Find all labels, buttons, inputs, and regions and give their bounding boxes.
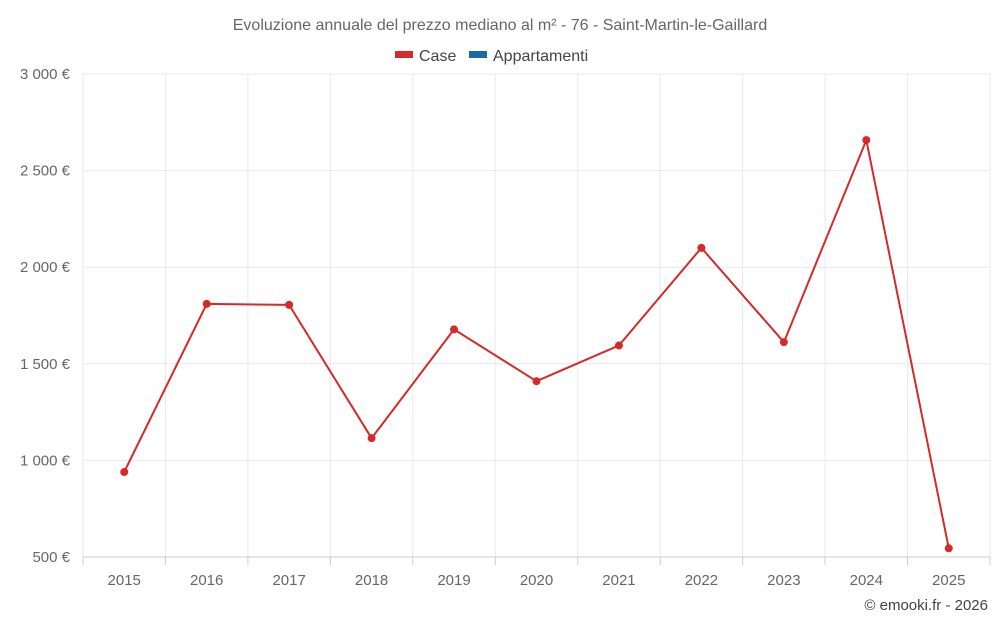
x-tick-label: 2016: [190, 572, 223, 589]
legend-item-case[interactable]: Case: [395, 48, 456, 65]
legend: Case Appartamenti: [395, 48, 588, 65]
y-tick-label: 3 000 €: [20, 66, 71, 83]
legend-swatch-appartamenti: [469, 51, 487, 58]
x-tick-label: 2017: [272, 572, 305, 589]
x-tick-label: 2023: [767, 572, 800, 589]
y-tick-label: 1 000 €: [20, 452, 71, 469]
chart-title: Evoluzione annuale del prezzo mediano al…: [233, 17, 767, 34]
data-point-case-2020[interactable]: [532, 377, 541, 386]
x-tick-label: 2020: [520, 572, 553, 589]
credit-text: © emooki.fr - 2026: [864, 597, 988, 614]
y-tick-label: 1 500 €: [20, 356, 71, 373]
x-tick-label: 2025: [932, 572, 965, 589]
data-point-case-2016[interactable]: [202, 299, 211, 308]
data-point-case-2022[interactable]: [697, 243, 706, 252]
x-axis-ticks: 2015 2016 2017 2018 2019 2020 2021 2022 2023 2024…: [82, 557, 991, 589]
x-tick-label: 2015: [108, 572, 141, 589]
data-point-case-2021[interactable]: [614, 341, 623, 350]
x-tick-label: 2021: [602, 572, 635, 589]
data-point-case-2015[interactable]: [120, 467, 129, 476]
y-tick-label: 500 €: [32, 549, 70, 566]
x-tick-label: 2022: [685, 572, 718, 589]
data-point-case-2024[interactable]: [862, 136, 871, 145]
y-tick-label: 2 500 €: [20, 163, 71, 180]
y-axis-ticks: 500 € 1 000 € 1 500 € 2 000 € 2 500 € 3 000 €: [20, 66, 71, 566]
data-point-case-2025[interactable]: [944, 544, 953, 553]
x-tick-label: 2019: [437, 572, 470, 589]
x-tick-label: 2024: [850, 572, 883, 589]
legend-item-appartamenti[interactable]: Appartamenti: [469, 48, 588, 65]
data-point-case-2023[interactable]: [779, 338, 788, 347]
legend-swatch-case: [395, 51, 413, 58]
legend-label-case: Case: [419, 48, 456, 65]
y-tick-label: 2 000 €: [20, 259, 71, 276]
data-point-case-2017[interactable]: [285, 300, 294, 309]
x-tick-label: 2018: [355, 572, 388, 589]
series-case: [120, 136, 953, 553]
grid: [82, 73, 991, 558]
legend-label-appartamenti: Appartamenti: [493, 48, 588, 65]
data-point-case-2019[interactable]: [450, 325, 459, 334]
data-point-case-2018[interactable]: [367, 434, 376, 443]
